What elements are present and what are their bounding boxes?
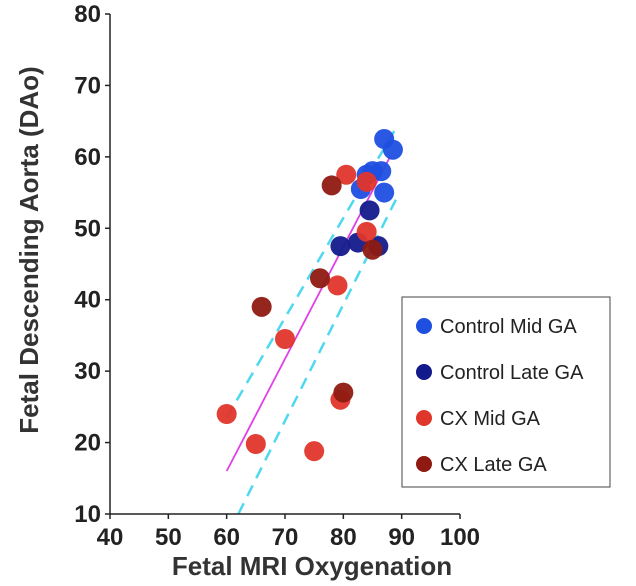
data-point-cx-mid-ga — [216, 404, 237, 424]
data-point-cx-late-ga — [333, 382, 354, 403]
legend-box — [401, 296, 611, 488]
x-tick-label: 90 — [388, 524, 415, 551]
data-point-cx-mid-ga — [356, 221, 377, 242]
y-tick-label: 10 — [74, 501, 101, 528]
data-point-cx-late-ga — [321, 175, 342, 196]
data-point-control-mid-ga — [382, 139, 403, 160]
legend-marker-control-late-ga — [416, 364, 432, 380]
y-tick-label: 40 — [74, 287, 101, 314]
legend-marker-control-mid-ga — [416, 318, 432, 334]
y-tick-label: 20 — [74, 430, 101, 457]
data-point-cx-late-ga — [310, 268, 330, 289]
y-tick-label: 50 — [74, 215, 101, 242]
data-point-cx-mid-ga — [304, 441, 325, 462]
y-tick-label: 30 — [74, 358, 101, 385]
y-tick-label: 80 — [74, 1, 101, 28]
legend-label-control-mid-ga: Control Mid GA — [440, 316, 577, 338]
x-tick-label: 60 — [213, 524, 240, 551]
x-tick-label: 80 — [330, 524, 357, 551]
data-point-cx-mid-ga — [275, 329, 295, 349]
legend-marker-cx-mid-ga — [416, 410, 432, 426]
legend-label-control-late-ga: Control Late GA — [440, 362, 584, 384]
legend: Control Mid GA Control Late GA CX Mid GA CX… — [401, 296, 611, 488]
data-point-cx-mid-ga — [245, 434, 266, 454]
y-tick-label: 70 — [74, 72, 101, 99]
y-tick-label: 60 — [74, 144, 101, 171]
data-point-control-mid-ga — [374, 182, 395, 203]
x-tick-label: 70 — [272, 524, 299, 551]
data-point-control-late-ga — [359, 200, 380, 221]
x-tick-label: 50 — [155, 524, 182, 551]
data-point-cx-late-ga — [362, 239, 383, 260]
data-point-cx-mid-ga — [356, 171, 377, 192]
legend-label-cx-late-ga: CX Late GA — [440, 454, 547, 476]
legend-marker-cx-late-ga — [416, 456, 432, 472]
x-axis-title: Fetal MRI Oxygenation — [172, 551, 452, 581]
x-tick-label: 40 — [97, 524, 124, 551]
data-point-cx-mid-ga — [327, 275, 348, 296]
data-point-control-late-ga — [330, 236, 351, 257]
y-axis-title: Fetal Descending Aorta (DAo) — [14, 66, 44, 433]
legend-label-cx-mid-ga: CX Mid GA — [440, 408, 541, 430]
confidence-upper-line — [225, 127, 397, 419]
data-point-cx-late-ga — [251, 296, 272, 317]
data-point-cx-mid-ga — [336, 164, 357, 185]
x-tick-label: 100 — [440, 524, 480, 551]
